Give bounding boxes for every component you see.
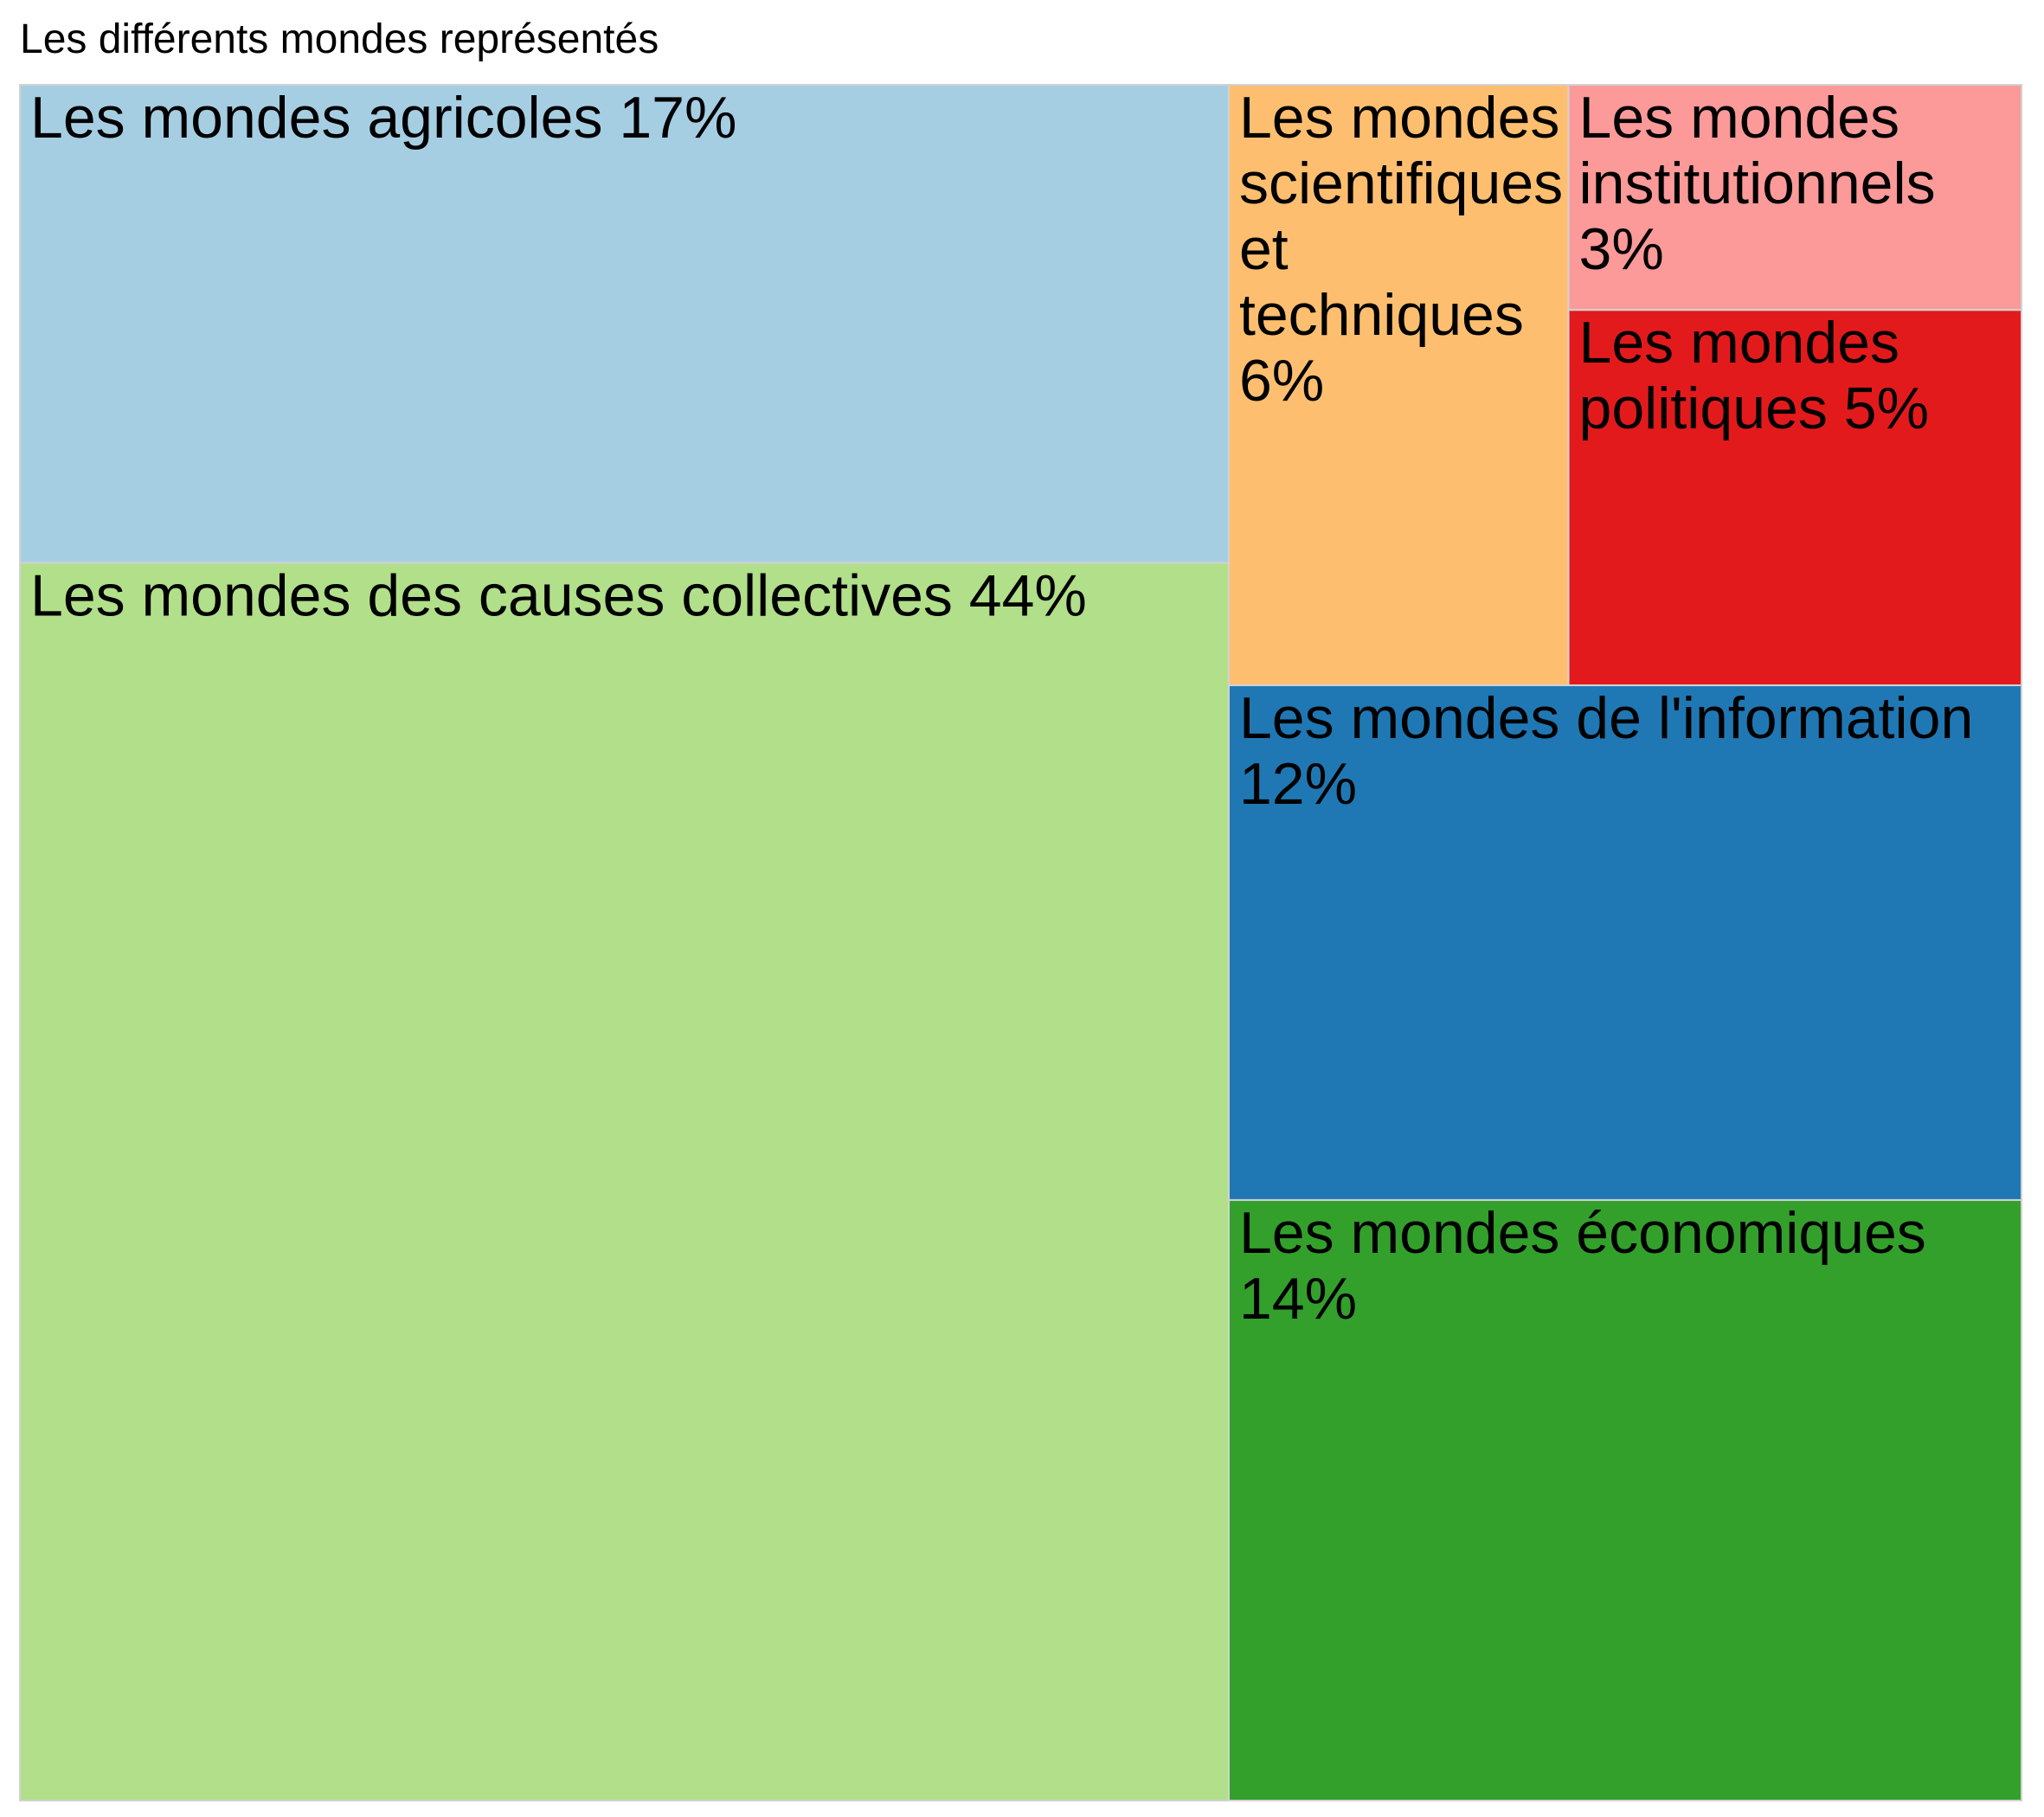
tile-rect — [19, 84, 1230, 564]
tile-label: Les mondes institutionnels 3% — [1579, 85, 1936, 282]
tile-rect — [1227, 1198, 2023, 1801]
tile-rect — [1227, 684, 2023, 1201]
tile-rect — [1227, 84, 1570, 687]
chart-title: Les différents mondes représentés — [20, 16, 659, 62]
tile-les-mondes-agricoles: Les mondes agricoles 17% — [19, 84, 1230, 564]
tile-les-mondes-des-causes-collectives: Les mondes des causes collectives 44% — [19, 562, 1230, 1801]
tile-label: Les mondes agricoles 17% — [30, 85, 736, 151]
tile-les-mondes-institutionnels: Les mondes institutionnels 3% — [1567, 84, 2022, 311]
tile-les-mondes-scientifiques-et-techniques: Les mondes scientifiques et techniques 6% — [1227, 84, 1570, 687]
tile-les-mondes-de-l-information: Les mondes de l'information 12% — [1227, 684, 2023, 1201]
tile-rect — [19, 562, 1230, 1801]
tile-label: Les mondes politiques 5% — [1579, 310, 1929, 441]
tile-label: Les mondes de l'information 12% — [1239, 685, 1973, 817]
tile-label: Les mondes économiques 14% — [1239, 1200, 1926, 1332]
tile-rect — [1567, 309, 2022, 687]
tile-les-mondes-politiques: Les mondes politiques 5% — [1567, 309, 2022, 687]
tile-rect — [1567, 84, 2022, 311]
tile-les-mondes-economiques: Les mondes économiques 14% — [1227, 1198, 2023, 1801]
tile-label: Les mondes scientifiques et techniques 6% — [1239, 85, 1563, 414]
tile-label: Les mondes des causes collectives 44% — [30, 563, 1087, 629]
